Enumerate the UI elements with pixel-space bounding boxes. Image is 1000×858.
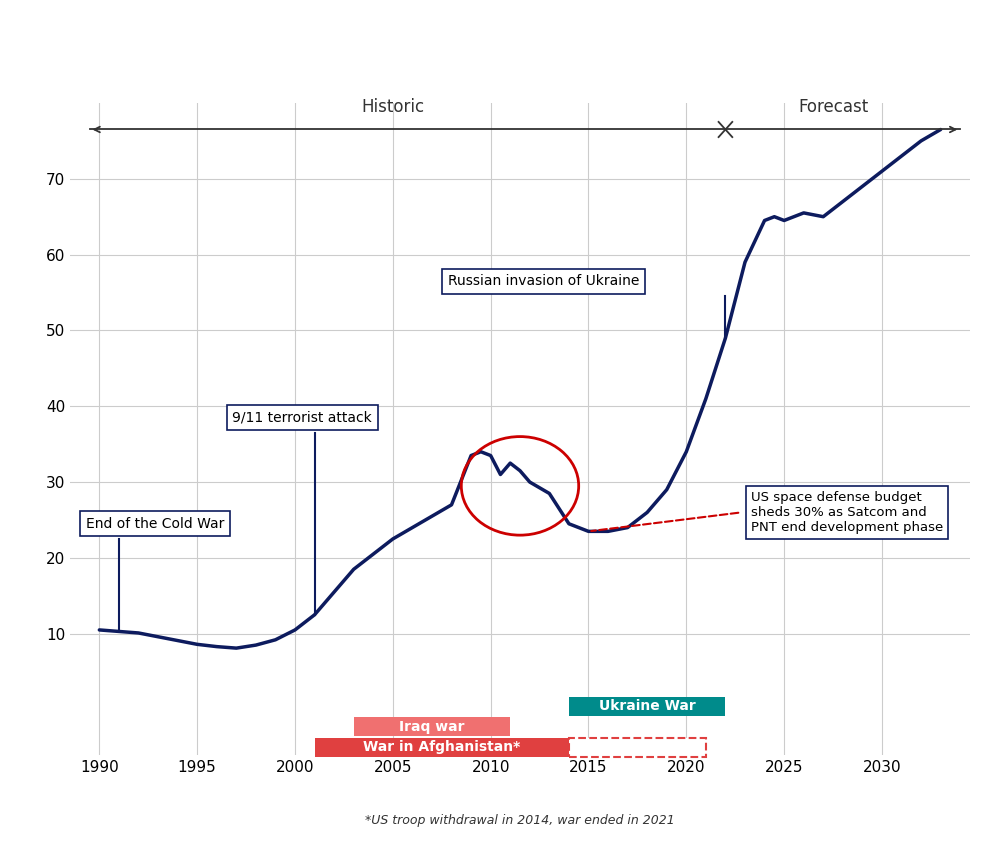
Bar [315,738,569,757]
Text: Ukraine War: Ukraine War [599,699,696,713]
Bar [354,717,510,736]
Bar [569,738,706,757]
Bar [569,697,725,716]
Text: Iraq war: Iraq war [399,720,465,734]
Text: End of the Cold War: End of the Cold War [86,517,224,531]
Text: US space defense budget
sheds 30% as Satcom and
PNT end development phase: US space defense budget sheds 30% as Sat… [751,491,943,534]
Text: War in Afghanistan*: War in Afghanistan* [363,740,520,754]
Text: Russian invasion of Ukraine: Russian invasion of Ukraine [448,275,639,288]
Text: Historic: Historic [361,98,424,116]
Text: *US troop withdrawal in 2014, war ended in 2021: *US troop withdrawal in 2014, war ended … [365,813,675,827]
Text: 9/11 terrorist attack: 9/11 terrorist attack [232,411,372,425]
Text: Forecast: Forecast [798,98,868,116]
